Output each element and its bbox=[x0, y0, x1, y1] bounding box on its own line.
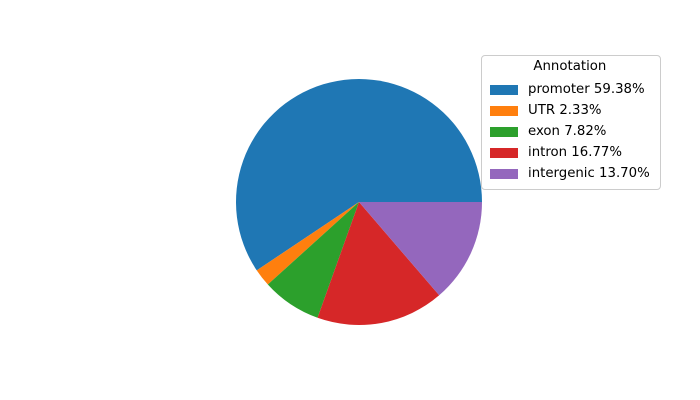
legend-label-promoter: promoter 59.38% bbox=[528, 81, 645, 97]
legend-swatch-promoter-icon bbox=[490, 84, 518, 95]
legend-item-intron: intron 16.77% bbox=[490, 142, 650, 163]
legend-item-promoter: promoter 59.38% bbox=[490, 79, 650, 100]
pie-slice-promoter bbox=[236, 79, 482, 271]
legend-label-exon: exon 7.82% bbox=[528, 123, 607, 139]
pie-slice-exon bbox=[267, 202, 359, 318]
legend-swatch-utr-icon bbox=[490, 105, 518, 116]
legend-item-exon: exon 7.82% bbox=[490, 121, 650, 142]
legend-swatch-intergenic-icon bbox=[490, 168, 518, 179]
legend-label-intron: intron 16.77% bbox=[528, 144, 623, 160]
pie-slice-intergenic bbox=[359, 202, 482, 296]
pie-slice-intron bbox=[317, 202, 440, 326]
legend-swatch-intron-icon bbox=[490, 147, 518, 158]
legend: Annotation promoter 59.38% UTR 2.33% exo… bbox=[481, 55, 661, 190]
legend-swatch-exon-icon bbox=[490, 126, 518, 137]
legend-item-utr: UTR 2.33% bbox=[490, 100, 650, 121]
pie-slice-UTR bbox=[256, 202, 359, 285]
legend-label-utr: UTR 2.33% bbox=[528, 102, 602, 118]
legend-label-intergenic: intergenic 13.70% bbox=[528, 165, 650, 181]
legend-item-intergenic: intergenic 13.70% bbox=[490, 163, 650, 184]
legend-title: Annotation bbox=[533, 59, 607, 74]
